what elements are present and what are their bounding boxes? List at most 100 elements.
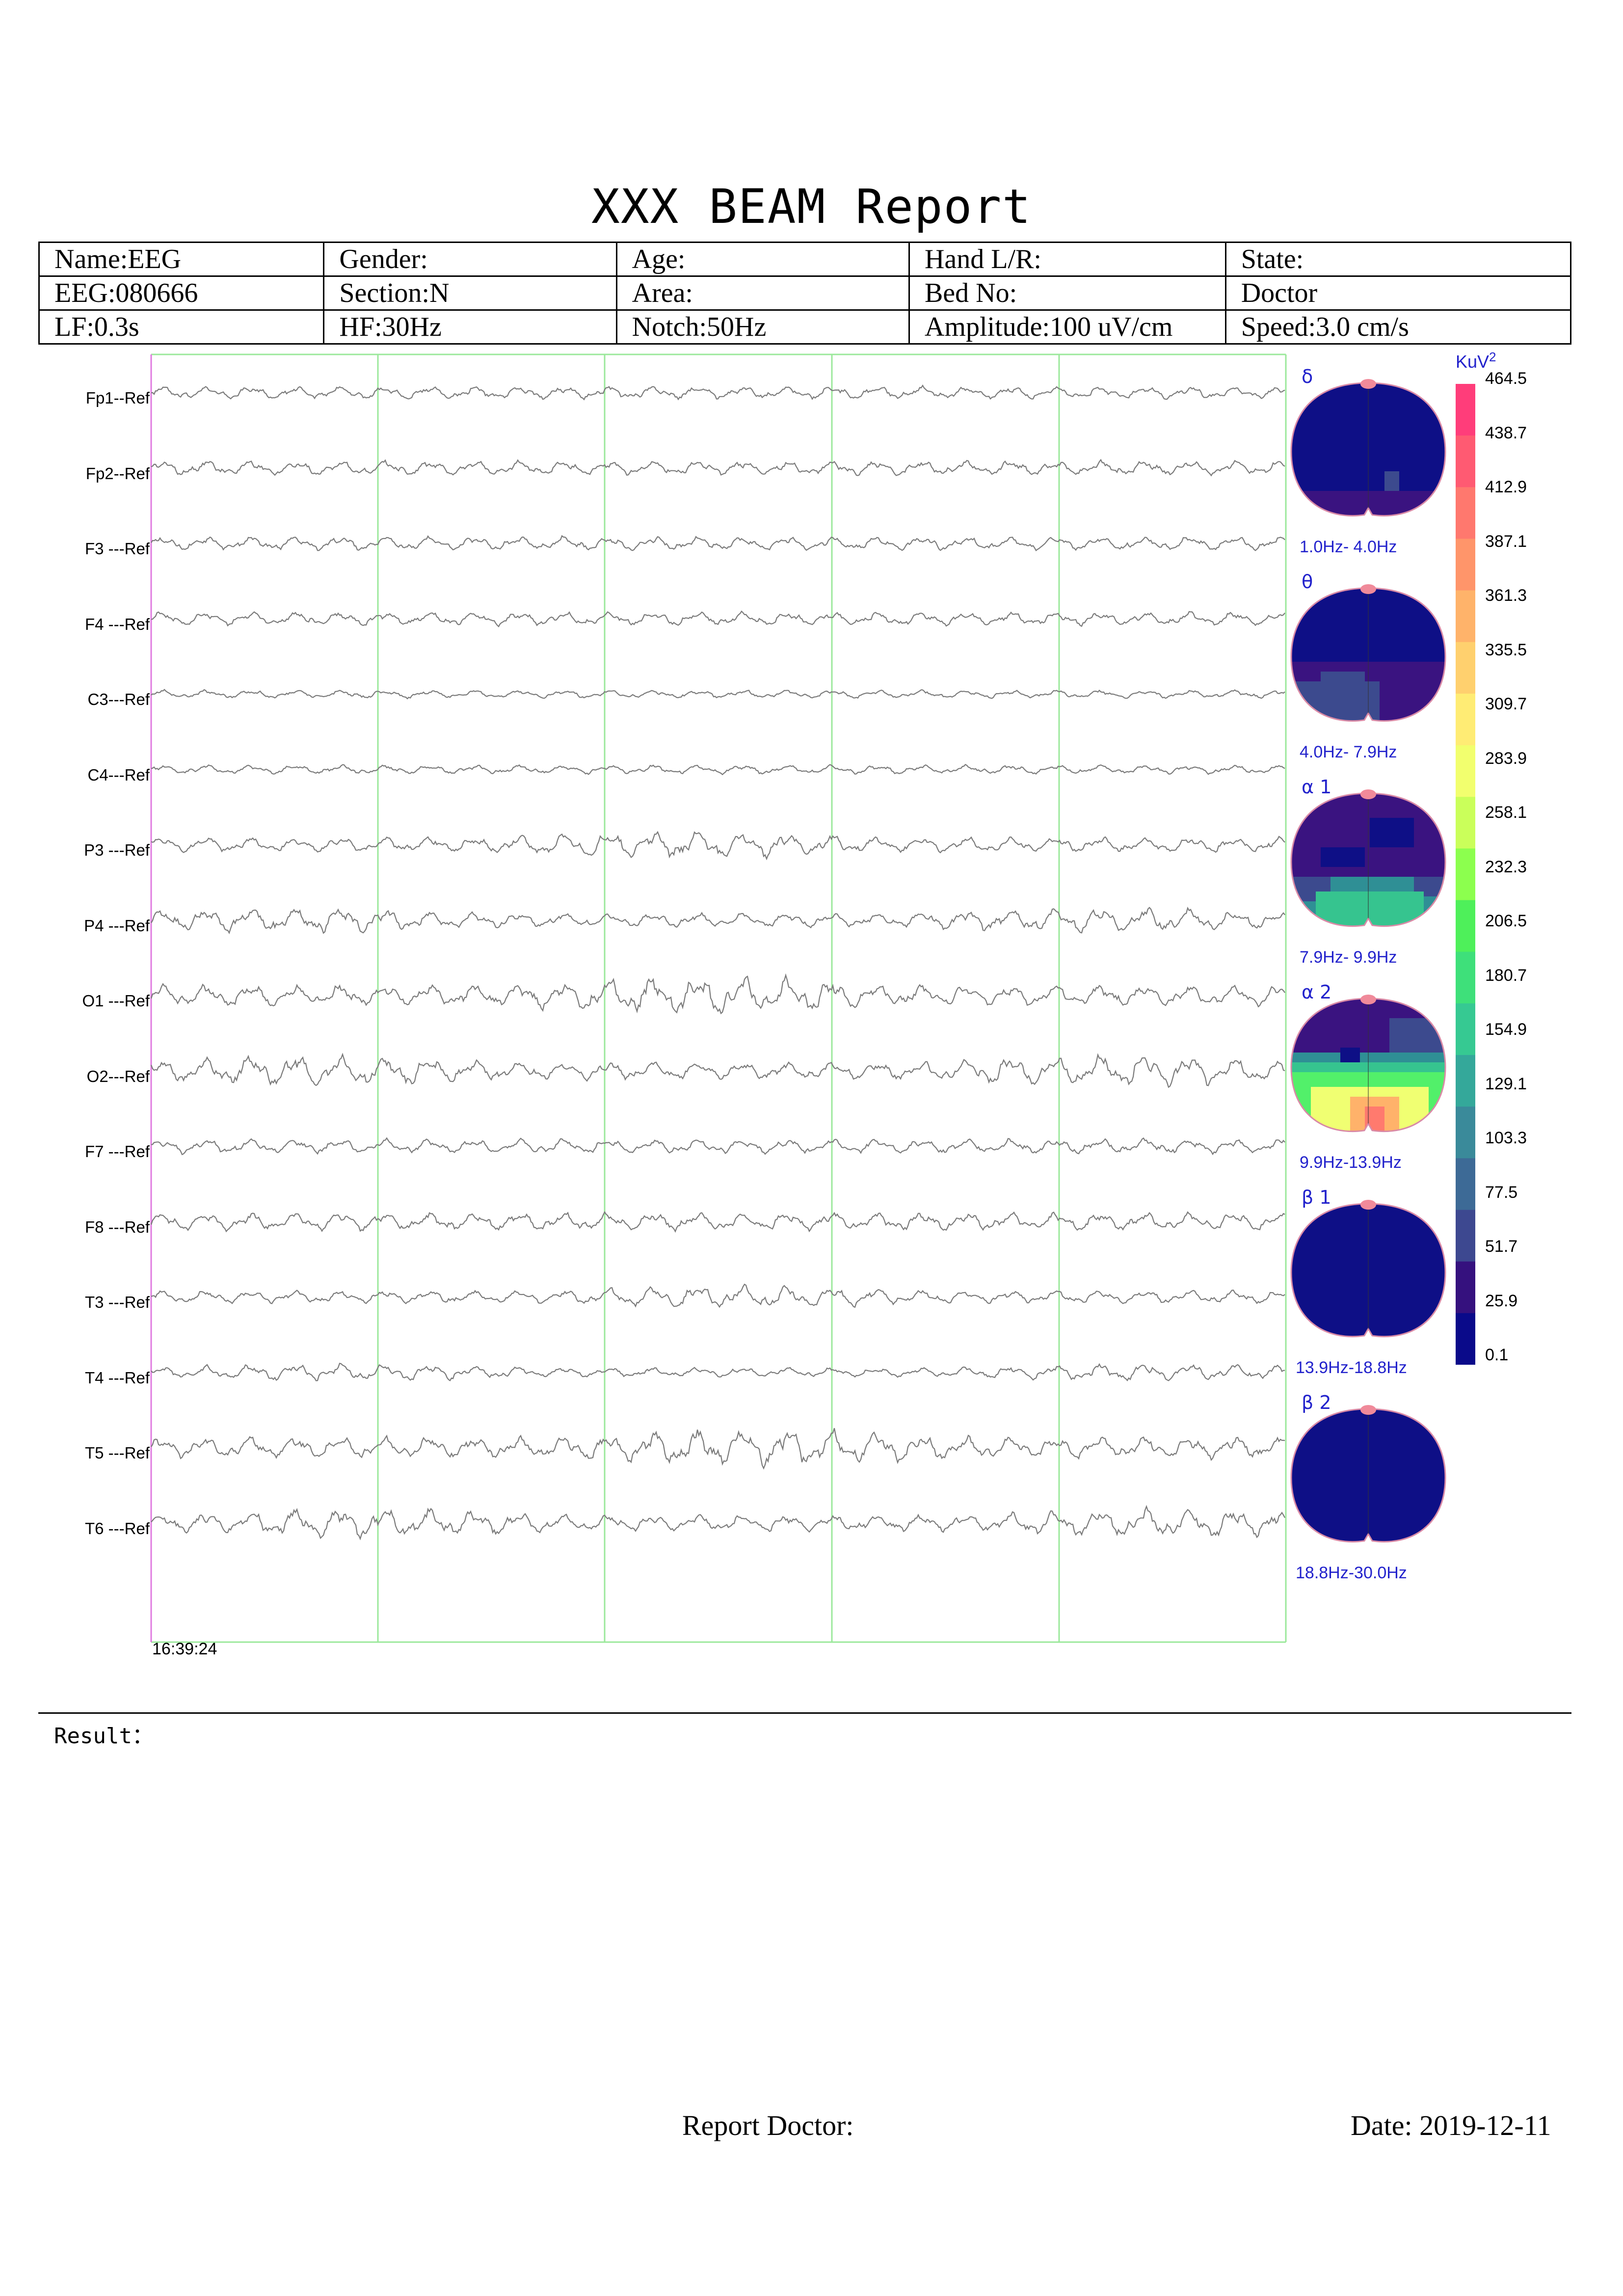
- brain-map-cell: [1321, 672, 1365, 686]
- channel-label-10: O2---Ref: [86, 1067, 150, 1085]
- info-cell-state: State:: [1224, 242, 1572, 277]
- info-cell-doctor: Doctor: [1224, 275, 1572, 311]
- info-cell-name: Name:EEG: [38, 242, 325, 277]
- info-cell-notch: Notch:50Hz: [615, 309, 910, 345]
- band-range-2: 4.0Hz- 7.9Hz: [1300, 743, 1397, 761]
- scale-value-2: 438.7: [1485, 423, 1527, 442]
- channel-label-13: T3 ---Ref: [85, 1293, 150, 1311]
- eeg-trace-panel: [150, 353, 1287, 1643]
- scale-segment-1: [1456, 384, 1475, 436]
- scale-segment-3: [1456, 487, 1475, 540]
- channel-label-6: C4---Ref: [87, 765, 150, 784]
- nose-icon: [1360, 379, 1376, 389]
- scale-value-18: 25.9: [1485, 1291, 1518, 1310]
- band-letter-6: β 2: [1302, 1392, 1331, 1413]
- info-row-3: LF:0.3s HF:30Hz Notch:50Hz Amplitude:100…: [38, 309, 1572, 345]
- scale-value-6: 335.5: [1485, 640, 1527, 659]
- channel-label-9: O1 ---Ref: [82, 992, 150, 1010]
- scale-value-15: 103.3: [1485, 1129, 1527, 1147]
- band-range-6: 18.8Hz-30.0Hz: [1296, 1564, 1407, 1582]
- band-letter-5: β 1: [1302, 1187, 1331, 1208]
- channel-label-1: Fp1--Ref: [85, 389, 150, 407]
- eeg-trace-4: [151, 610, 1285, 627]
- channel-label-8: P4 ---Ref: [84, 916, 150, 935]
- info-cell-age: Age:: [615, 242, 910, 277]
- eeg-trace-7: [151, 831, 1285, 861]
- scale-value-10: 232.3: [1485, 857, 1527, 876]
- scale-segment-15: [1456, 1107, 1475, 1159]
- brain-map-cell: [1321, 847, 1365, 867]
- band-range-4: 9.9Hz-13.9Hz: [1300, 1153, 1402, 1172]
- channel-label-2: Fp2--Ref: [85, 464, 150, 483]
- channel-label-15: T5 ---Ref: [85, 1444, 150, 1462]
- brain-map-panel: [1290, 379, 1446, 1543]
- eeg-trace-15: [151, 1428, 1285, 1470]
- info-cell-bed: Bed No:: [908, 275, 1226, 311]
- eeg-trace-12: [150, 1211, 1285, 1233]
- brain-map-cell: [1370, 818, 1414, 847]
- band-letter-4: α 2: [1302, 981, 1332, 1003]
- head-outline: [1290, 587, 1446, 722]
- channel-label-16: T6 ---Ref: [85, 1519, 150, 1538]
- head-outline: [1290, 382, 1446, 517]
- scale-value-14: 129.1: [1485, 1074, 1527, 1093]
- color-scale-bar: [1456, 384, 1475, 1365]
- scale-value-5: 361.3: [1485, 586, 1527, 605]
- scale-value-12: 180.7: [1485, 966, 1527, 985]
- scale-value-17: 51.7: [1485, 1237, 1518, 1256]
- eeg-trace-1: [151, 384, 1285, 401]
- scale-segment-8: [1456, 745, 1475, 798]
- info-cell-area: Area:: [615, 275, 910, 311]
- eeg-trace-8: [151, 906, 1285, 935]
- channel-label-11: F7 ---Ref: [85, 1142, 150, 1161]
- band-range-5: 13.9Hz-18.8Hz: [1296, 1358, 1407, 1377]
- eeg-trace-3: [151, 535, 1285, 551]
- channel-label-12: F8 ---Ref: [85, 1217, 150, 1236]
- channel-label-3: F3 ---Ref: [85, 540, 150, 558]
- scale-segment-5: [1456, 590, 1475, 643]
- scale-value-3: 412.9: [1485, 478, 1527, 496]
- nose-icon: [1360, 1405, 1376, 1415]
- eeg-trace-2: [151, 459, 1285, 477]
- eeg-trace-13: [151, 1283, 1285, 1308]
- band-letter-1: δ: [1302, 366, 1313, 387]
- scale-segment-13: [1456, 1003, 1475, 1056]
- eeg-start-time: 16:39:24: [152, 1640, 217, 1658]
- info-cell-section: Section:N: [323, 275, 617, 311]
- info-cell-amplitude: Amplitude:100 uV/cm: [908, 309, 1226, 345]
- scale-segment-16: [1456, 1158, 1475, 1211]
- nose-icon: [1360, 1200, 1376, 1210]
- info-cell-eeg-id: EEG:080666: [38, 275, 325, 311]
- band-range-3: 7.9Hz- 9.9Hz: [1300, 948, 1397, 967]
- eeg-trace-14: [151, 1362, 1285, 1381]
- scale-segment-7: [1456, 693, 1475, 746]
- scale-unit: KuV2: [1456, 350, 1496, 372]
- result-divider: [38, 1712, 1571, 1714]
- info-cell-speed: Speed:3.0 cm/s: [1224, 309, 1572, 345]
- scale-value-1: 464.5: [1485, 369, 1527, 388]
- nose-icon: [1360, 995, 1376, 1004]
- brain-map-cell: [1384, 471, 1399, 491]
- scale-segment-9: [1456, 797, 1475, 849]
- scale-segment-10: [1456, 848, 1475, 901]
- scale-segment-2: [1456, 435, 1475, 488]
- report-doctor-label: Report Doctor:: [682, 2109, 854, 2141]
- channel-label-7: P3 ---Ref: [84, 841, 150, 859]
- info-cell-hand: Hand L/R:: [908, 242, 1226, 277]
- scale-value-8: 283.9: [1485, 749, 1527, 768]
- eeg-trace-5: [151, 689, 1285, 700]
- channel-label-4: F4 ---Ref: [85, 615, 150, 633]
- band-range-1: 1.0Hz- 4.0Hz: [1300, 538, 1397, 556]
- info-row-2: EEG:080666 Section:N Area: Bed No: Docto…: [38, 275, 1572, 311]
- brain-map-cell: [1316, 891, 1424, 926]
- info-cell-lf: LF:0.3s: [38, 309, 325, 345]
- scale-segment-11: [1456, 900, 1475, 952]
- scale-value-4: 387.1: [1485, 532, 1527, 551]
- scale-segment-18: [1456, 1261, 1475, 1314]
- eeg-trace-6: [151, 764, 1285, 776]
- scale-segment-17: [1456, 1210, 1475, 1262]
- scale-segment-14: [1456, 1055, 1475, 1107]
- scale-segment-19: [1456, 1313, 1475, 1365]
- nose-icon: [1360, 584, 1376, 594]
